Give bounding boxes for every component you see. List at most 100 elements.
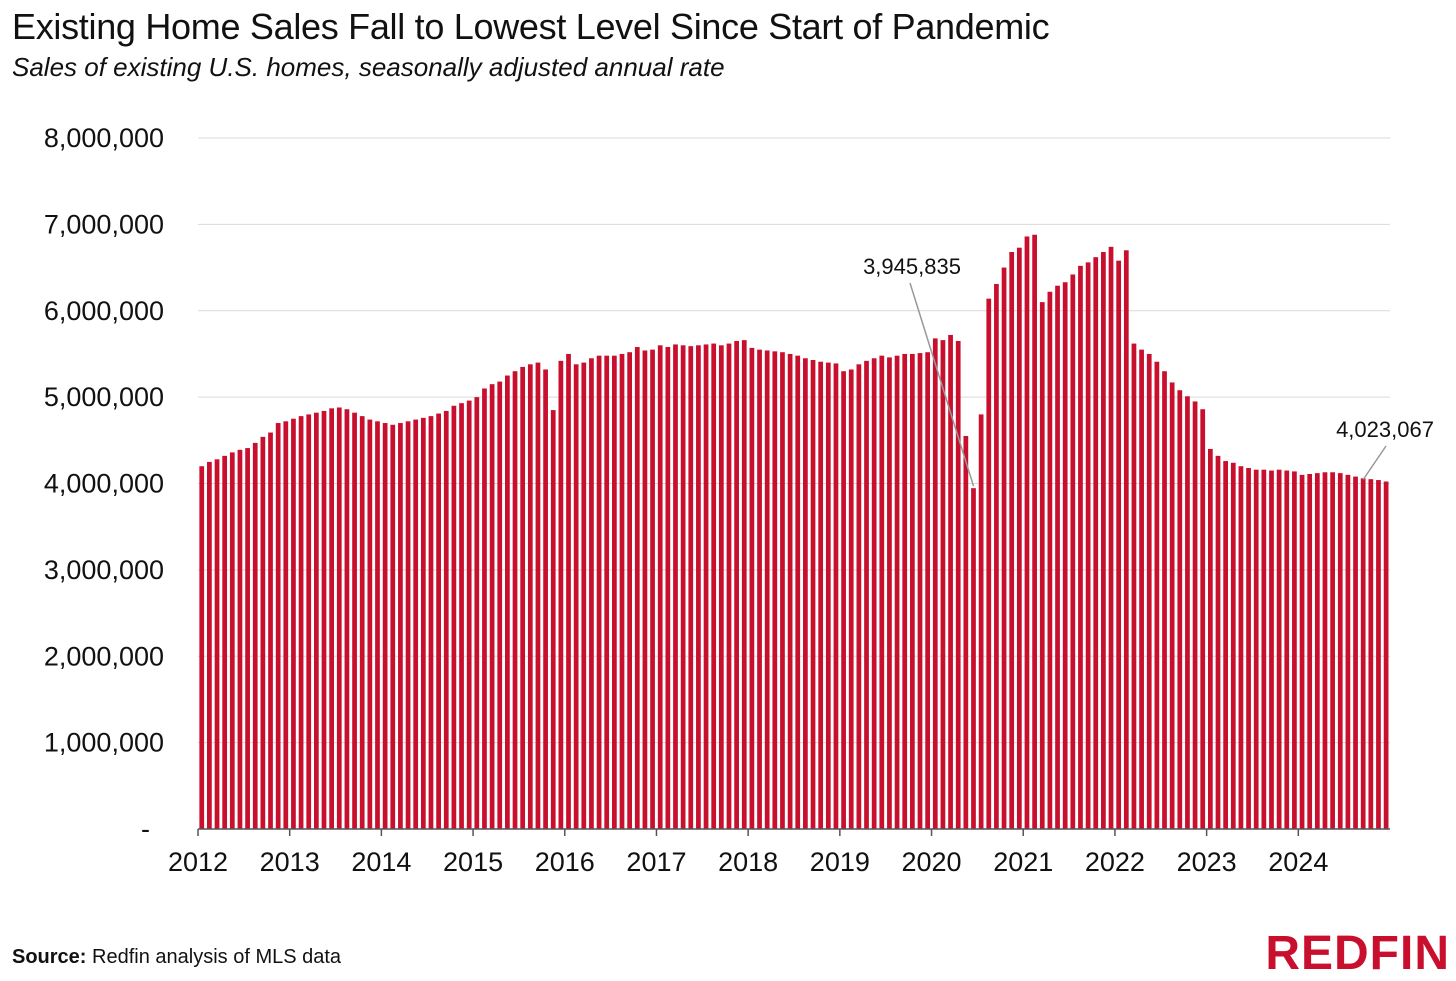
bar — [558, 360, 564, 829]
bar — [1177, 390, 1183, 829]
bar — [1009, 252, 1015, 829]
bar — [902, 353, 908, 829]
bar — [795, 355, 801, 829]
bar — [703, 344, 709, 829]
x-tick-label: 2015 — [443, 847, 503, 877]
bar — [474, 397, 480, 829]
bar — [718, 345, 724, 829]
bar — [505, 375, 510, 829]
annotation-leader-line — [1362, 445, 1387, 480]
bar — [803, 358, 808, 829]
bar — [726, 343, 732, 829]
x-tick-label: 2016 — [535, 847, 595, 877]
bar — [268, 432, 273, 829]
bar — [222, 455, 228, 829]
bar — [825, 362, 831, 829]
bar — [199, 466, 205, 829]
bar — [994, 283, 999, 829]
bar — [527, 364, 533, 829]
bar — [1070, 274, 1076, 829]
bar — [1314, 473, 1320, 829]
bar — [520, 366, 526, 829]
bar — [1215, 455, 1221, 829]
bar — [1253, 469, 1259, 829]
bar — [887, 357, 892, 829]
bar — [764, 350, 770, 829]
annotations: 3,945,835 4,023,067 — [863, 254, 1434, 487]
x-axis: 2012 2013 2014 2015 2016 2017 2018 2019 2020 2021… — [168, 828, 1390, 877]
bar — [1192, 401, 1198, 829]
bar — [550, 410, 556, 829]
bar — [1360, 478, 1366, 829]
bar — [1001, 267, 1007, 829]
x-tick-label: 2020 — [901, 847, 961, 877]
bar — [1116, 260, 1122, 830]
bar — [627, 352, 633, 829]
x-tick-label: 2017 — [626, 847, 686, 877]
bar — [680, 345, 686, 829]
bar — [420, 417, 426, 829]
bar — [925, 352, 931, 829]
bar — [359, 416, 365, 829]
bar — [787, 353, 793, 829]
y-tick-label: 3,000,000 — [44, 555, 164, 585]
y-tick-label: 5,000,000 — [44, 382, 164, 412]
source-note: Source: Redfin analysis of MLS data — [12, 946, 341, 969]
bar — [780, 352, 785, 829]
bar — [283, 421, 289, 829]
bar — [336, 407, 342, 829]
bar — [1146, 353, 1152, 829]
bar — [1032, 234, 1037, 830]
bar — [512, 371, 518, 829]
bar — [986, 298, 992, 830]
bar — [1101, 252, 1106, 829]
bar — [535, 362, 541, 829]
y-tick-label: - — [141, 814, 150, 844]
bar — [909, 353, 915, 829]
bar — [833, 363, 839, 829]
bar — [604, 355, 610, 829]
bar — [382, 423, 388, 829]
bar — [879, 355, 885, 829]
bar — [1016, 247, 1022, 830]
bar — [405, 421, 411, 829]
bar — [1169, 382, 1175, 829]
bar — [841, 371, 846, 829]
x-tick-label: 2019 — [810, 847, 870, 877]
bar — [749, 347, 755, 829]
x-tick-label: 2021 — [993, 847, 1053, 877]
bar — [955, 340, 961, 829]
x-tick-label: 2018 — [718, 847, 778, 877]
bar — [711, 343, 717, 829]
bar — [1207, 448, 1213, 829]
bar — [1185, 396, 1190, 829]
chart-subtitle: Sales of existing U.S. homes, seasonally… — [12, 52, 725, 82]
bar — [298, 416, 304, 829]
bar — [1139, 349, 1144, 829]
bar — [1330, 472, 1335, 829]
bar — [1383, 481, 1389, 829]
bar — [634, 347, 640, 829]
bar — [757, 349, 762, 829]
bar — [848, 369, 854, 829]
x-tick-label: 2014 — [351, 847, 411, 877]
bar — [1322, 472, 1328, 829]
bar — [871, 358, 877, 829]
y-axis-labels: - 1,000,000 2,000,000 3,000,000 4,000,000 5,0… — [44, 123, 164, 844]
bar — [1131, 343, 1137, 829]
bar — [1376, 480, 1381, 829]
bar — [352, 412, 357, 829]
bar — [466, 400, 472, 829]
bar — [818, 361, 824, 829]
bar — [459, 403, 464, 829]
y-tick-label: 2,000,000 — [44, 641, 164, 671]
bar — [313, 412, 319, 829]
bar — [321, 410, 327, 829]
bar — [581, 362, 587, 829]
annotation-label-low: 3,945,835 — [863, 254, 961, 279]
bar — [1200, 409, 1206, 829]
y-tick-label: 8,000,000 — [44, 123, 164, 153]
source-text: Redfin analysis of MLS data — [92, 946, 342, 968]
bar — [932, 338, 938, 829]
bar — [688, 346, 694, 829]
